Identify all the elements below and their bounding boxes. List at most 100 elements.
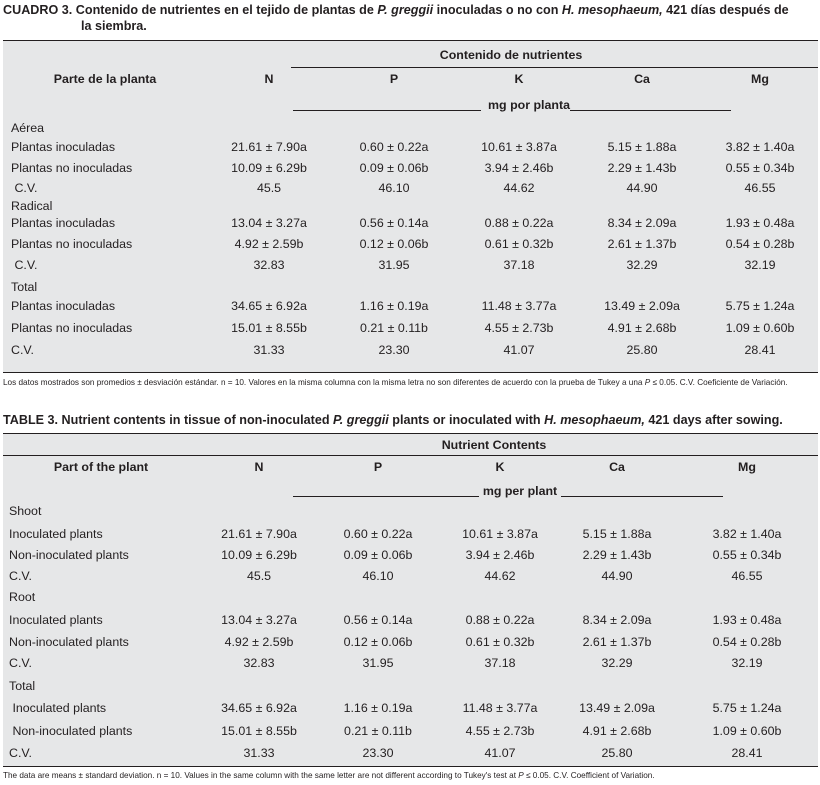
table-cell: 41.07 bbox=[503, 343, 535, 357]
table-cell: 0.09 ± 0.06b bbox=[343, 548, 413, 562]
table-cell: 21.61 ± 7.90a bbox=[221, 527, 297, 541]
column-header-n: N bbox=[254, 460, 264, 474]
group-header: Nutrient Contents bbox=[441, 438, 547, 452]
section-label: Total bbox=[9, 679, 36, 693]
column-header-k: K bbox=[495, 460, 505, 474]
table-cell: 0.21 ± 0.11b bbox=[360, 321, 428, 335]
row-label: Plantas inoculadas bbox=[11, 299, 116, 313]
table-cell: 45.5 bbox=[246, 569, 272, 583]
section-label: Radical bbox=[11, 199, 53, 213]
footnote-text-1: Los datos mostrados son promedios ± desv… bbox=[3, 378, 645, 387]
caption-text-1: Nutrient contents in tissue of non-inocu… bbox=[58, 413, 334, 427]
table-cell: 32.19 bbox=[731, 656, 763, 670]
row-label: Inoculated plants bbox=[9, 527, 103, 541]
table-cell: 5.75 ± 1.24a bbox=[712, 701, 782, 715]
table-cell: 46.10 bbox=[378, 181, 410, 195]
caption-label: CUADRO 3. bbox=[3, 3, 73, 17]
table-cell: 37.18 bbox=[484, 656, 516, 670]
table-cell: 10.09 ± 6.29b bbox=[221, 548, 297, 562]
table-cell: 0.21 ± 0.11b bbox=[344, 724, 412, 738]
row-label: Non-inoculated plants bbox=[9, 548, 129, 562]
table-cell: 10.61 ± 3.87a bbox=[481, 140, 557, 154]
table-cell: 13.04 ± 3.27a bbox=[231, 216, 307, 230]
table-cell: 5.15 ± 1.88a bbox=[607, 140, 677, 154]
table-cell: 4.55 ± 2.73b bbox=[484, 321, 554, 335]
table-cell: 44.62 bbox=[484, 569, 516, 583]
table-cell: 1.09 ± 0.60b bbox=[725, 321, 795, 335]
table-cell: 1.93 ± 0.48a bbox=[712, 613, 782, 627]
footnote-text-2: ≤ 0.05. C.V. Coeficiente de Variación. bbox=[650, 378, 788, 387]
table-cell: 2.29 ± 1.43b bbox=[607, 161, 677, 175]
english-table: Nutrient Contents Part of the plant N P K Ca M… bbox=[3, 433, 818, 767]
spanish-table-caption: CUADRO 3. Contenido de nutrientes en el … bbox=[3, 2, 817, 34]
table-cell: 0.54 ± 0.28b bbox=[725, 237, 795, 251]
table-cell: 31.33 bbox=[253, 343, 285, 357]
table-cell: 46.55 bbox=[731, 569, 763, 583]
table-cell: 32.29 bbox=[601, 656, 633, 670]
table-cell: 11.48 ± 3.77a bbox=[462, 701, 538, 715]
table-cell: 15.01 ± 8.55b bbox=[221, 724, 297, 738]
column-header-ca: Ca bbox=[634, 72, 650, 86]
table-cell: 41.07 bbox=[484, 746, 516, 760]
row-label: Plantas no inoculadas bbox=[11, 321, 133, 335]
header-divider bbox=[291, 67, 818, 68]
table-cell: 1.09 ± 0.60b bbox=[712, 724, 782, 738]
footnote-text-1: The data are means ± standard deviation.… bbox=[3, 771, 519, 780]
table-cell: 31.95 bbox=[378, 258, 410, 272]
table-cell: 2.61 ± 1.37b bbox=[582, 635, 652, 649]
caption-species-2: H. mesophaeum, bbox=[561, 3, 663, 17]
table-cell: 23.30 bbox=[362, 746, 394, 760]
table-cell: 0.55 ± 0.34b bbox=[725, 161, 795, 175]
units-rule-right bbox=[561, 496, 723, 497]
table-cell: 2.61 ± 1.37b bbox=[607, 237, 677, 251]
row-label: Plantas no inoculadas bbox=[11, 161, 133, 175]
table-cell: 25.80 bbox=[626, 343, 658, 357]
column-header-p: P bbox=[373, 460, 383, 474]
caption-text-3: 421 days after sowing. bbox=[644, 413, 783, 427]
table-cell: 44.90 bbox=[626, 181, 658, 195]
table-cell: 0.56 ± 0.14a bbox=[359, 216, 429, 230]
table-cell: 0.61 ± 0.32b bbox=[484, 237, 554, 251]
table-cell: 8.34 ± 2.09a bbox=[607, 216, 677, 230]
row-label: C.V. bbox=[9, 569, 32, 583]
table-cell: 11.48 ± 3.77a bbox=[481, 299, 557, 313]
row-label: C.V. bbox=[11, 181, 38, 195]
table-cell: 3.82 ± 1.40a bbox=[725, 140, 795, 154]
footnote-p: P bbox=[644, 378, 651, 387]
table-cell: 4.92 ± 2.59b bbox=[224, 635, 294, 649]
english-footnote: The data are means ± standard deviation.… bbox=[3, 770, 818, 781]
caption-species-1: P. greggii bbox=[333, 413, 389, 427]
table-cell: 4.55 ± 2.73b bbox=[465, 724, 535, 738]
table-cell: 0.09 ± 0.06b bbox=[359, 161, 429, 175]
table-cell: 34.65 ± 6.92a bbox=[231, 299, 307, 313]
table-cell: 0.88 ± 0.22a bbox=[465, 613, 535, 627]
table-cell: 0.54 ± 0.28b bbox=[712, 635, 782, 649]
table-cell: 28.41 bbox=[744, 343, 776, 357]
caption-text-2: plants or inoculated with bbox=[388, 413, 545, 427]
table-cell: 4.91 ± 2.68b bbox=[607, 321, 677, 335]
table-cell: 44.62 bbox=[503, 181, 535, 195]
units-label: mg per plant bbox=[482, 484, 558, 498]
table-cell: 0.60 ± 0.22a bbox=[359, 140, 429, 154]
table-cell: 28.41 bbox=[731, 746, 763, 760]
column-header-p: P bbox=[389, 72, 399, 86]
row-label: C.V. bbox=[9, 656, 32, 670]
column-header-mg: Mg bbox=[751, 72, 769, 86]
row-label: C.V. bbox=[11, 258, 38, 272]
row-label: Inoculated plants bbox=[9, 613, 103, 627]
row-label: Plantas inoculadas bbox=[11, 216, 116, 230]
units-rule-left bbox=[293, 110, 481, 111]
table-cell: 0.55 ± 0.34b bbox=[712, 548, 782, 562]
units-rule-right bbox=[570, 110, 731, 111]
units-label: mg por planta bbox=[488, 98, 570, 112]
table-cell: 3.82 ± 1.40a bbox=[712, 527, 782, 541]
column-header-mg: Mg bbox=[738, 460, 756, 474]
spanish-footnote: Los datos mostrados son promedios ± desv… bbox=[3, 377, 818, 388]
table-cell: 1.16 ± 0.19a bbox=[359, 299, 429, 313]
footnote-p: P bbox=[518, 771, 524, 780]
row-label: Non-inoculated plants bbox=[9, 635, 129, 649]
table-cell: 32.29 bbox=[626, 258, 658, 272]
group-header: Contenido de nutrientes bbox=[439, 48, 583, 62]
table-cell: 2.29 ± 1.43b bbox=[582, 548, 652, 562]
table-cell: 31.95 bbox=[362, 656, 394, 670]
